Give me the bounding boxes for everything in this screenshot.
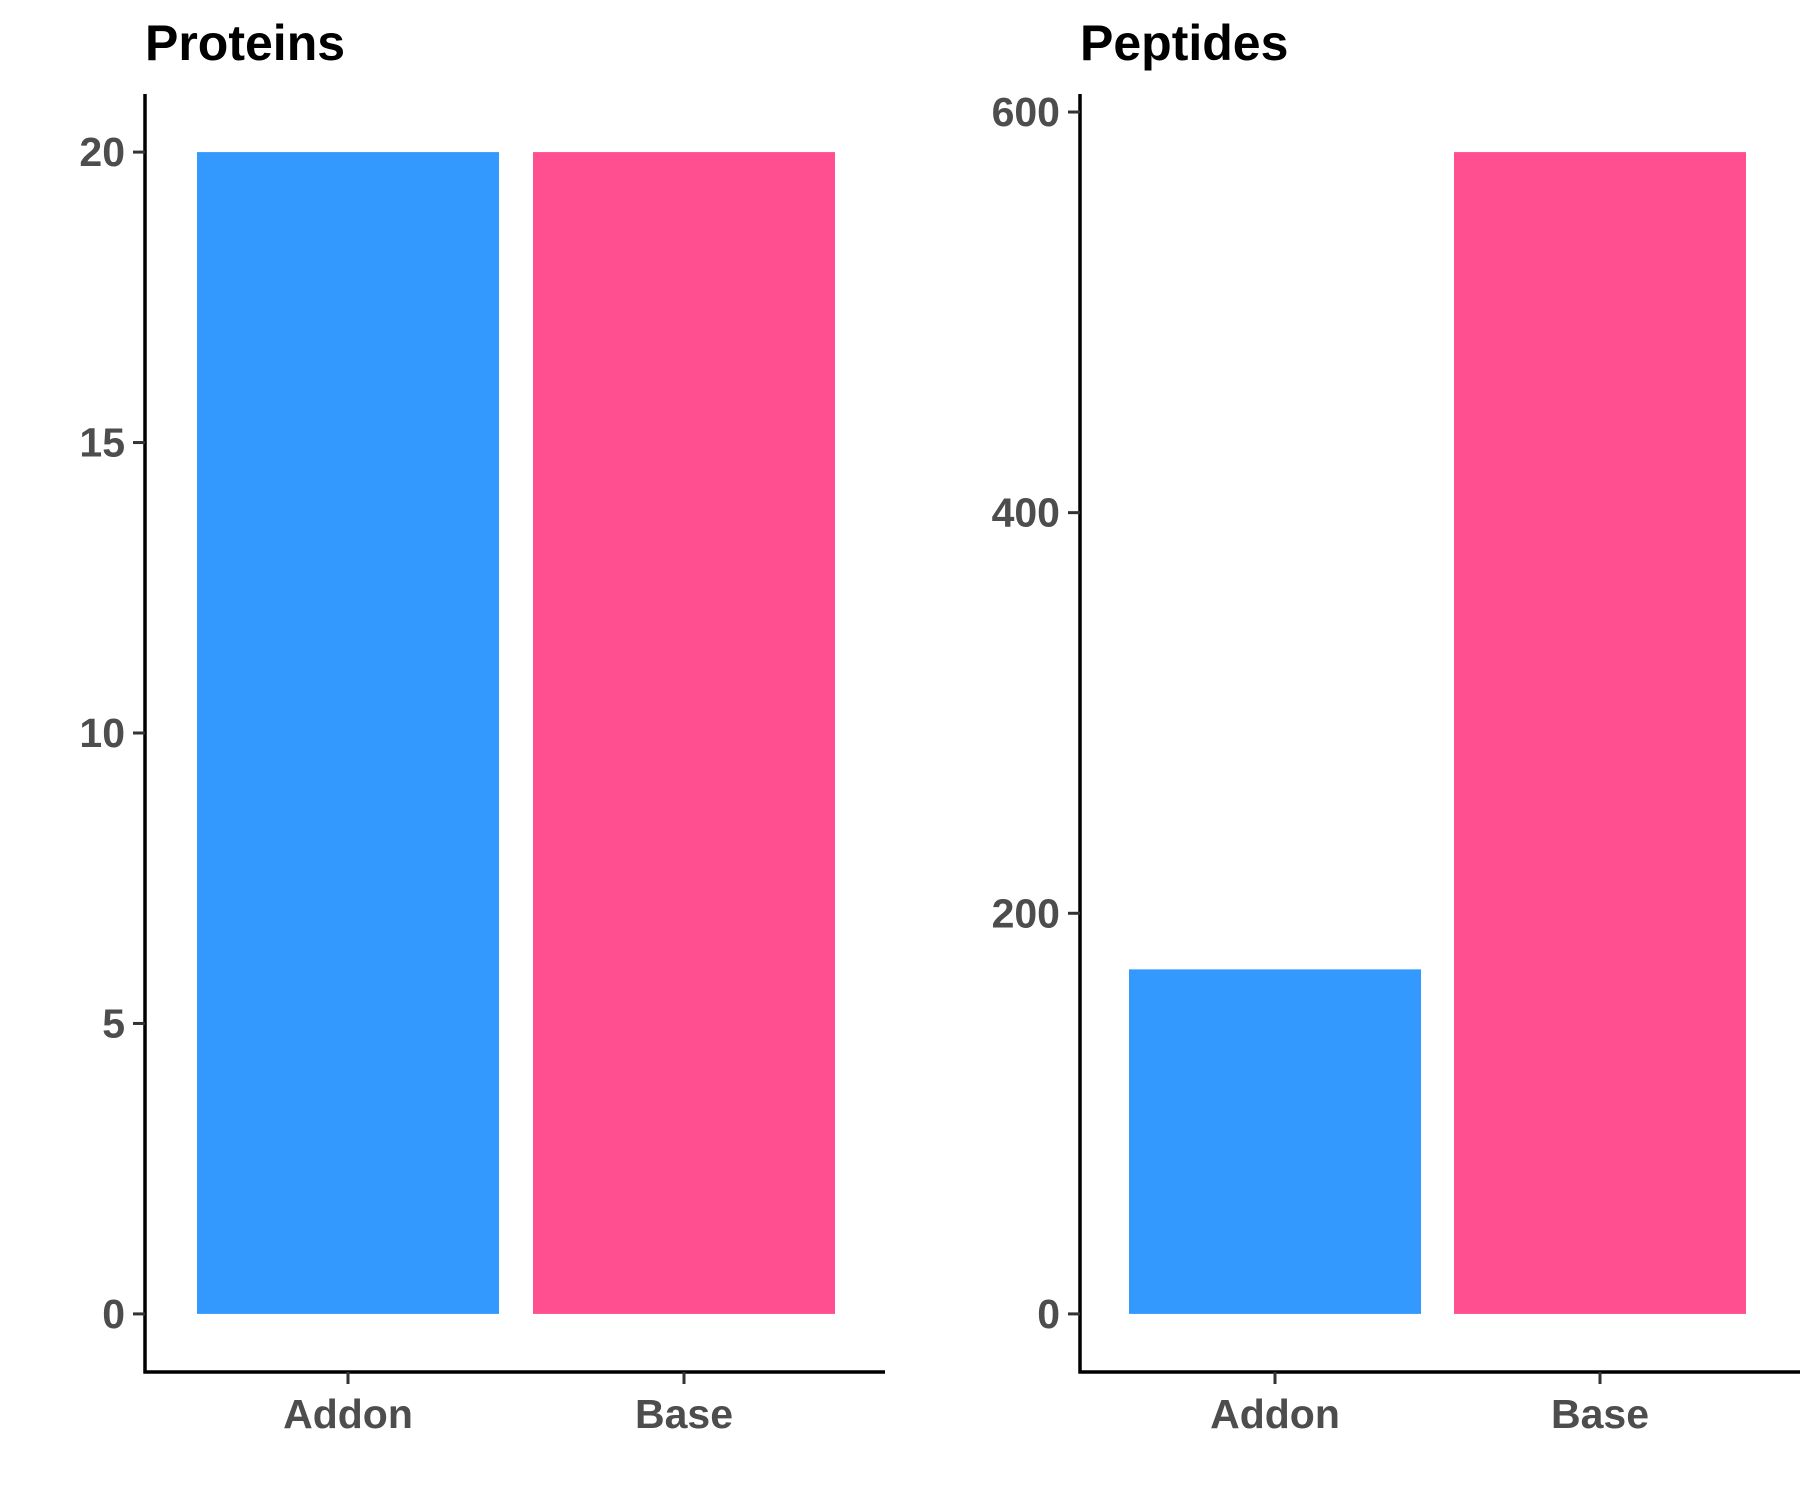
x-tick-label: Base [1551, 1391, 1649, 1437]
x-tick-label: Base [635, 1391, 733, 1437]
y-tick-label: 0 [102, 1291, 125, 1337]
panel-proteins: Proteins 0 5 10 15 20 Addon Base [79, 15, 885, 1437]
bar-base [533, 152, 835, 1314]
y-tick-label: 400 [992, 490, 1060, 536]
panel-peptides: Peptides 0 200 400 600 Addon Base [992, 15, 1800, 1437]
x-tick-label: Addon [1210, 1391, 1340, 1437]
bar-addon [197, 152, 499, 1314]
panel-title: Proteins [145, 15, 345, 71]
bar-base [1454, 152, 1746, 1314]
y-tick-label: 15 [79, 420, 125, 466]
y-tick-label: 20 [79, 129, 125, 175]
x-tick-label: Addon [283, 1391, 413, 1437]
bar-addon [1129, 969, 1421, 1314]
y-tick-label: 5 [102, 1000, 125, 1046]
y-tick-label: 0 [1037, 1291, 1060, 1337]
panel-title: Peptides [1080, 15, 1288, 71]
y-tick-label: 600 [992, 89, 1060, 135]
y-tick-label: 10 [79, 710, 125, 756]
y-tick-label: 200 [992, 890, 1060, 936]
